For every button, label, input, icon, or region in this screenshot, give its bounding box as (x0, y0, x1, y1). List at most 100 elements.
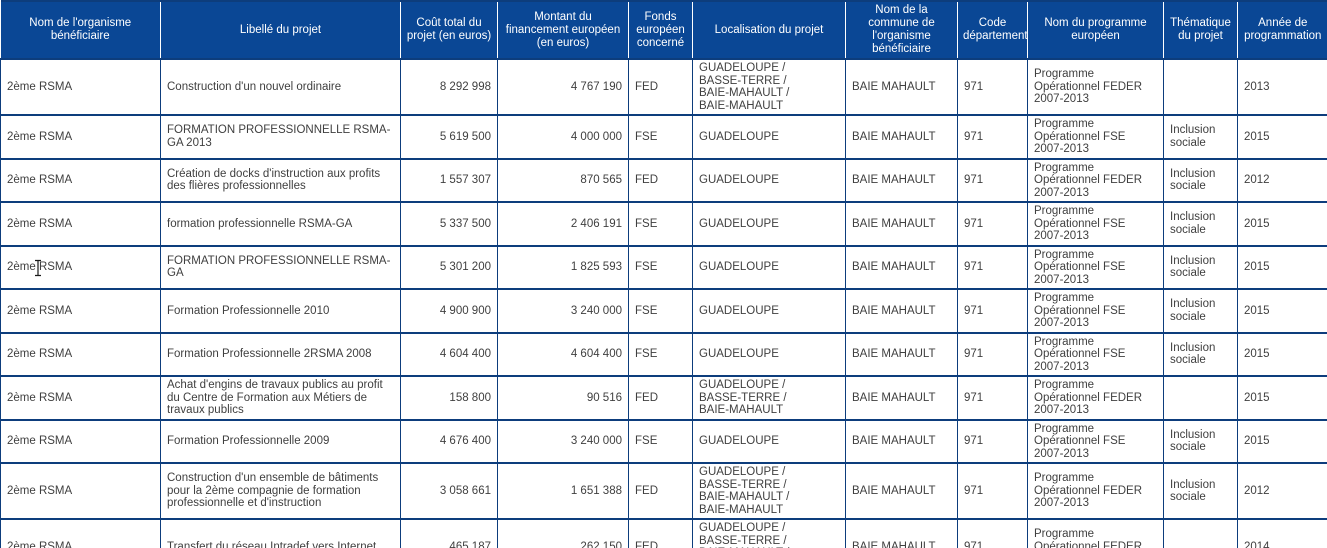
cell-libelle: Formation Professionnelle 2009 (160, 419, 401, 464)
cell-thematique: Inclusion sociale (1163, 289, 1238, 334)
cell-cout: 465 187 (400, 519, 498, 548)
cell-montant: 4 604 400 (497, 332, 629, 377)
cell-montant: 4 000 000 (497, 115, 629, 160)
cell-fonds: FED (628, 376, 693, 421)
cell-code-departement: 971 (957, 519, 1028, 548)
cell-organisme: 2ème RSMA (0, 519, 161, 548)
cell-localisation: GUADELOUPE / BASSE-TERRE / BAIE-MAHAULT … (692, 463, 846, 520)
cell-fonds: FSE (628, 419, 693, 464)
cell-programme: Programme Opérationnel FEDER 2007-2013 (1027, 519, 1164, 548)
cell-libelle: FORMATION PROFESSIONNELLE RSMA-GA 2013 (160, 115, 401, 160)
cell-commune: BAIE MAHAULT (845, 419, 958, 464)
cell-localisation: GUADELOUPE (692, 158, 846, 203)
cell-localisation: GUADELOUPE (692, 419, 846, 464)
table-row: 2ème RSMA Construction d'un nouvel ordina… (0, 59, 1327, 116)
cell-montant: 1 825 593 (497, 245, 629, 290)
table-row: 2ème RSMA Achat d'engins de travaux publi… (0, 376, 1327, 421)
cell-montant: 3 240 000 (497, 419, 629, 464)
cell-libelle: Formation Professionnelle 2010 (160, 289, 401, 334)
cell-programme: Programme Opérationnel FSE 2007-2013 (1027, 202, 1164, 247)
cell-localisation: GUADELOUPE / BASSE-TERRE / BAIE-MAHAULT … (692, 59, 846, 116)
cell-organisme: 2ème RSMA (0, 158, 161, 203)
column-header-organisme: Nom de l'organisme bénéficiaire (0, 1, 161, 60)
cell-commune: BAIE MAHAULT (845, 115, 958, 160)
column-header-thematique: Thématique du projet (1163, 1, 1238, 60)
column-header-programme: Nom du programme européen (1027, 1, 1164, 60)
cell-libelle: Construction d'un nouvel ordinaire (160, 59, 401, 116)
table-row: 2ème RSMA Création de docks d'instruction… (0, 158, 1327, 203)
cell-thematique: Inclusion sociale (1163, 419, 1238, 464)
column-header-commune: Nom de la commune de l'organisme bénéfic… (845, 1, 958, 60)
cell-commune: BAIE MAHAULT (845, 376, 958, 421)
cell-programme: Programme Opérationnel FSE 2007-2013 (1027, 332, 1164, 377)
cell-programme: Programme Opérationnel FSE 2007-2013 (1027, 289, 1164, 334)
cell-commune: BAIE MAHAULT (845, 158, 958, 203)
cell-montant: 90 516 (497, 376, 629, 421)
cell-cout: 8 292 998 (400, 59, 498, 116)
column-header-localisation: Localisation du projet (692, 1, 846, 60)
column-header-libelle: Libellé du projet (160, 1, 401, 60)
cell-libelle: FORMATION PROFESSIONNELLE RSMA-GA (160, 245, 401, 290)
cell-localisation: GUADELOUPE (692, 202, 846, 247)
cell-cout: 5 619 500 (400, 115, 498, 160)
cell-thematique (1163, 519, 1238, 548)
cell-code-departement: 971 (957, 289, 1028, 334)
column-header-fonds: Fonds européen concerné (628, 1, 693, 60)
cell-montant: 262 150 (497, 519, 629, 548)
column-header-code-departement: Code département (957, 1, 1028, 60)
table-row: 2ème RSMA FORMATION PROFESSIONNELLE RSMA-… (0, 245, 1327, 290)
cell-organisme: 2ème RSMA (0, 289, 161, 334)
cell-montant: 2 406 191 (497, 202, 629, 247)
cell-thematique: Inclusion sociale (1163, 158, 1238, 203)
cell-montant: 4 767 190 (497, 59, 629, 116)
cell-fonds: FSE (628, 115, 693, 160)
cell-libelle: Formation Professionnelle 2RSMA 2008 (160, 332, 401, 377)
cell-commune: BAIE MAHAULT (845, 202, 958, 247)
cell-localisation: GUADELOUPE / BASSE-TERRE / BAIE-MAHAULT … (692, 519, 846, 548)
cell-programme: Programme Opérationnel FSE 2007-2013 (1027, 245, 1164, 290)
cell-libelle: Création de docks d'instruction aux prof… (160, 158, 401, 203)
table-row: 2ème RSMA Construction d'un ensemble de b… (0, 463, 1327, 520)
cell-cout: 158 800 (400, 376, 498, 421)
cell-programme: Programme Opérationnel FSE 2007-2013 (1027, 419, 1164, 464)
column-header-annee: Année de programmation (1237, 1, 1327, 60)
table-row: 2ème RSMA Formation Professionnelle 2009 4… (0, 419, 1327, 464)
header-row: Nom de l'organisme bénéficiaire Libellé d… (0, 1, 1327, 60)
cell-annee: 2015 (1237, 245, 1327, 290)
cell-code-departement: 971 (957, 419, 1028, 464)
cell-fonds: FSE (628, 332, 693, 377)
cell-organisme: 2ème RSMA (0, 115, 161, 160)
cell-code-departement: 971 (957, 158, 1028, 203)
cell-cout: 3 058 661 (400, 463, 498, 520)
cell-cout: 4 676 400 (400, 419, 498, 464)
cell-organisme: 2ème RSMA (0, 376, 161, 421)
cell-programme: Programme Opérationnel FEDER 2007-2013 (1027, 59, 1164, 116)
cell-cout: 4 900 900 (400, 289, 498, 334)
cell-programme: Programme Opérationnel FEDER 2007-2013 (1027, 158, 1164, 203)
cell-commune: BAIE MAHAULT (845, 332, 958, 377)
cell-fonds: FED (628, 59, 693, 116)
cell-fonds: FED (628, 158, 693, 203)
table-row: 2ème RSMA formation professionnelle RSMA-… (0, 202, 1327, 247)
cell-annee: 2015 (1237, 202, 1327, 247)
cell-montant: 870 565 (497, 158, 629, 203)
cell-localisation: GUADELOUPE (692, 245, 846, 290)
cell-annee: 2015 (1237, 376, 1327, 421)
cell-organisme: 2ème RSMA (0, 59, 161, 116)
cell-organisme: 2ème RSMA (0, 332, 161, 377)
cell-annee: 2012 (1237, 463, 1327, 520)
cell-thematique: Inclusion sociale (1163, 245, 1238, 290)
cell-fonds: FED (628, 463, 693, 520)
cell-libelle: Transfert du réseau Intradef vers Intern… (160, 519, 401, 548)
cell-montant: 3 240 000 (497, 289, 629, 334)
cell-commune: BAIE MAHAULT (845, 245, 958, 290)
cell-programme: Programme Opérationnel FSE 2007-2013 (1027, 115, 1164, 160)
cell-cout: 4 604 400 (400, 332, 498, 377)
cell-localisation: GUADELOUPE (692, 332, 846, 377)
cell-fonds: FED (628, 519, 693, 548)
cell-commune: BAIE MAHAULT (845, 289, 958, 334)
cell-organisme: 2ème RSMA (0, 463, 161, 520)
cell-commune: BAIE MAHAULT (845, 519, 958, 548)
